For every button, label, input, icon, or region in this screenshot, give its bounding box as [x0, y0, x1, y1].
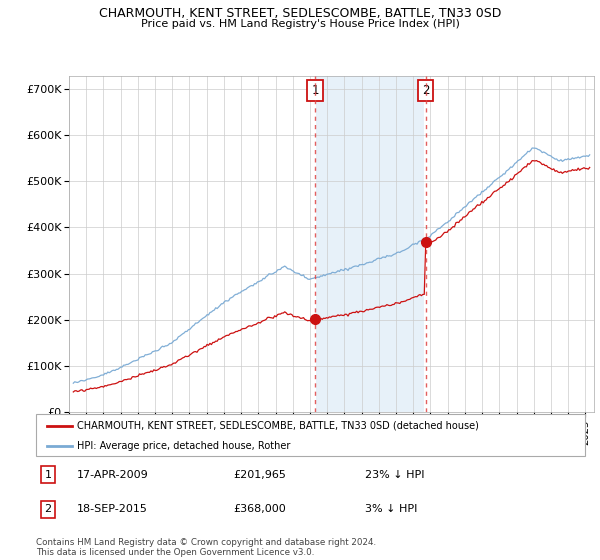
Text: 23% ↓ HPI: 23% ↓ HPI — [365, 470, 425, 480]
Text: 18-SEP-2015: 18-SEP-2015 — [77, 505, 148, 515]
Text: CHARMOUTH, KENT STREET, SEDLESCOMBE, BATTLE, TN33 0SD (detached house): CHARMOUTH, KENT STREET, SEDLESCOMBE, BAT… — [77, 421, 479, 431]
Text: Contains HM Land Registry data © Crown copyright and database right 2024.
This d: Contains HM Land Registry data © Crown c… — [36, 538, 376, 557]
Text: CHARMOUTH, KENT STREET, SEDLESCOMBE, BATTLE, TN33 0SD: CHARMOUTH, KENT STREET, SEDLESCOMBE, BAT… — [99, 7, 501, 20]
Text: £201,965: £201,965 — [233, 470, 287, 480]
Text: 2: 2 — [422, 84, 430, 97]
Text: HPI: Average price, detached house, Rother: HPI: Average price, detached house, Roth… — [77, 441, 290, 451]
Text: 17-APR-2009: 17-APR-2009 — [77, 470, 149, 480]
Text: 1: 1 — [44, 470, 52, 480]
Text: 1: 1 — [311, 84, 319, 97]
FancyBboxPatch shape — [36, 414, 585, 456]
Text: Price paid vs. HM Land Registry's House Price Index (HPI): Price paid vs. HM Land Registry's House … — [140, 19, 460, 29]
Text: 3% ↓ HPI: 3% ↓ HPI — [365, 505, 418, 515]
Text: 2: 2 — [44, 505, 52, 515]
Text: £368,000: £368,000 — [233, 505, 286, 515]
